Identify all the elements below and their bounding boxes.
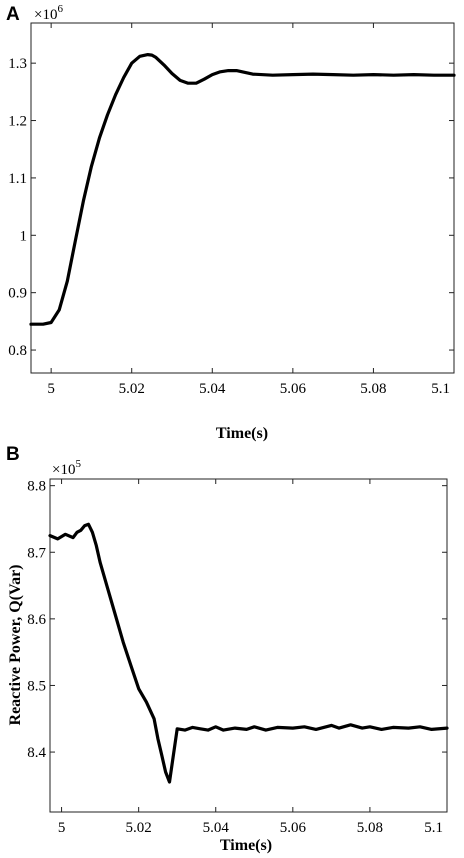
panel-a-y-tick-label: 0.9 [8, 286, 27, 302]
panel-a-x-ticks: 5 5.02 5.04 5.06 5.08 5.1 [47, 23, 455, 397]
panel-b-plot-frame [49, 478, 448, 813]
panel-b-y-tick-label: 8.5 [27, 678, 46, 694]
panel-b-y-tick-label: 8.8 [27, 479, 46, 495]
panel-b-x-tick-label: 5.06 [280, 820, 307, 836]
panel-b-x-tick-label: 5.04 [203, 820, 230, 836]
panel-a-plot-frame [30, 22, 455, 374]
panel-b-x-ticks: 5 5.02 5.04 5.06 5.08 5.1 [58, 479, 448, 836]
panel-b-x-tick-label: 5 [58, 820, 66, 836]
panel-a-x-tick-label: 5.08 [360, 381, 386, 397]
panel-a-y-tick-label: 1.2 [8, 114, 27, 130]
panel-a-x-tick-label: 5.04 [199, 381, 226, 397]
panel-b-y-axis-title: Reactive Power, Q(Var) [7, 565, 24, 726]
panel-a-y-tick-label: 1.3 [8, 56, 27, 72]
panel-b-y-multiplier: ×105 [52, 458, 81, 478]
panel-b-x-tick-label: 5.1 [424, 820, 443, 836]
panel-b-x-tick-label: 5.02 [126, 820, 152, 836]
panel-b-x-tick-label: 5.08 [357, 820, 383, 836]
panel-a-y-tick-label: 1 [20, 228, 28, 244]
panel-b-y-tick-label: 8.7 [27, 545, 46, 561]
panel-b-y-tick-label: 8.6 [27, 612, 46, 628]
panel-a-x-axis-title: Time(s) [216, 425, 268, 442]
panel-a-y-tick-label: 1.1 [8, 171, 27, 187]
panel-a-x-tick-label: 5.06 [280, 381, 307, 397]
panel-a: A ×106 0.8 0.9 1 1.1 1.2 1.3 5 5.02 5.04 5.06 5.0… [6, 3, 456, 442]
panel-a-y-tick-label: 0.8 [8, 343, 27, 359]
panel-a-x-tick-label: 5.1 [431, 381, 450, 397]
panel-b: B ×105 8.4 8.5 8.6 8.7 8.8 5 5.02 5.04 5.06 5.08… [6, 444, 449, 854]
panel-b-x-axis-title: Time(s) [220, 837, 272, 854]
panel-a-y-ticks: 0.8 0.9 1 1.1 1.2 1.3 [8, 56, 454, 359]
panel-a-x-tick-label: 5.02 [119, 381, 145, 397]
panel-a-y-multiplier: ×106 [34, 3, 63, 23]
panel-a-label: A [6, 4, 20, 25]
panel-b-label: B [6, 444, 20, 465]
panel-b-series-line [48, 522, 449, 784]
panel-b-y-ticks: 8.4 8.5 8.6 8.7 8.8 [27, 479, 447, 761]
panel-a-series-line [29, 53, 456, 326]
panel-a-x-tick-label: 5 [47, 381, 55, 397]
panel-b-y-tick-label: 8.4 [27, 745, 46, 761]
